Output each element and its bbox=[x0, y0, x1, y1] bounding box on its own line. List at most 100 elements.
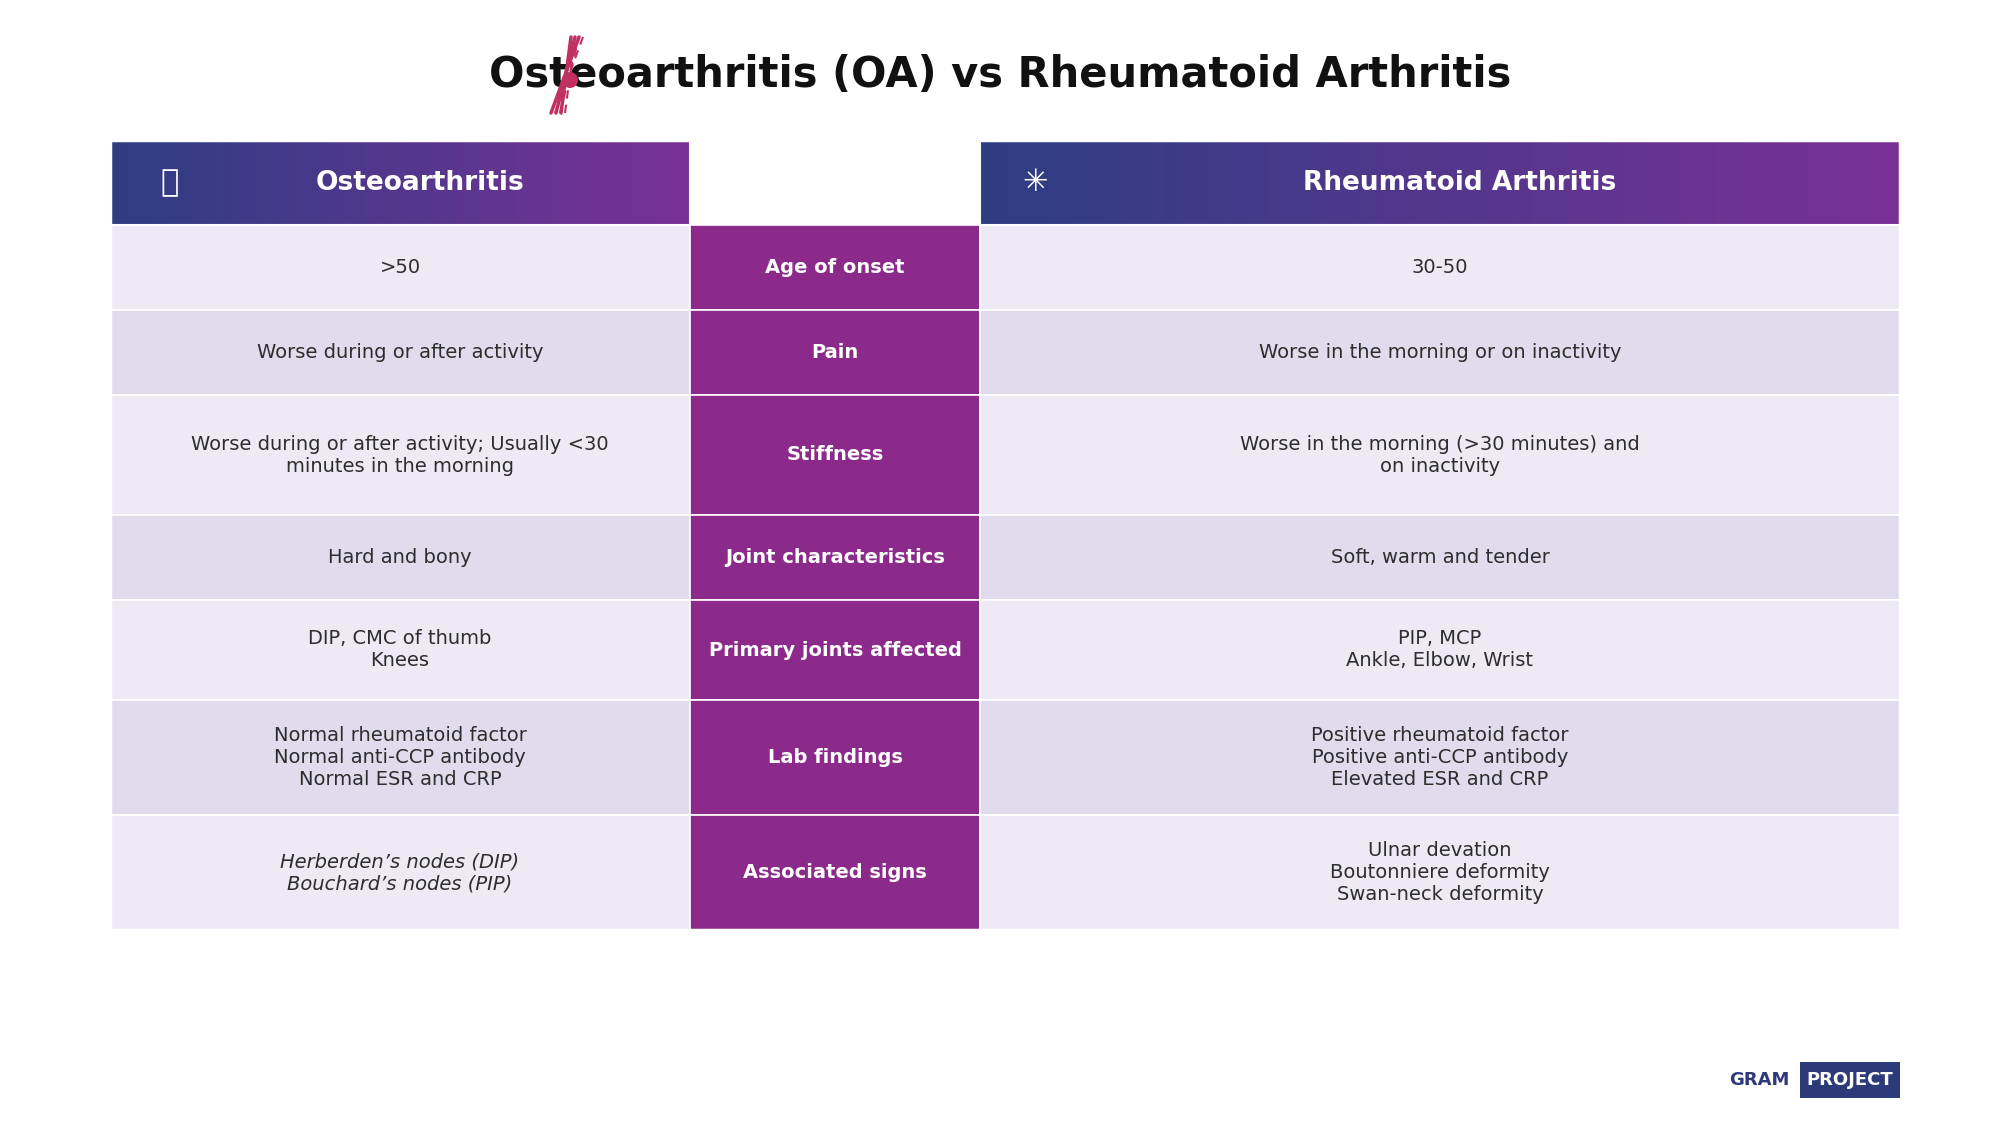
Bar bbox=[1210, 140, 1222, 225]
Bar bbox=[596, 140, 604, 225]
Bar bbox=[472, 140, 480, 225]
Bar bbox=[414, 140, 422, 225]
Bar bbox=[980, 395, 1900, 515]
Bar bbox=[1474, 140, 1486, 225]
Text: Joint characteristics: Joint characteristics bbox=[726, 548, 944, 567]
Bar bbox=[342, 140, 350, 225]
Text: Associated signs: Associated signs bbox=[744, 863, 926, 882]
Bar bbox=[1140, 140, 1152, 225]
Bar bbox=[1198, 140, 1210, 225]
Bar bbox=[524, 140, 532, 225]
Bar bbox=[560, 140, 568, 225]
Circle shape bbox=[562, 72, 578, 88]
Bar bbox=[458, 140, 466, 225]
Bar bbox=[1372, 140, 1384, 225]
Bar bbox=[1130, 140, 1142, 225]
Bar bbox=[240, 140, 248, 225]
Bar bbox=[1106, 140, 1118, 225]
Bar bbox=[1774, 140, 1786, 225]
Bar bbox=[328, 140, 336, 225]
Text: 🏃: 🏃 bbox=[160, 168, 180, 197]
Bar bbox=[110, 395, 690, 515]
Bar bbox=[168, 140, 176, 225]
Bar bbox=[1636, 140, 1648, 225]
Bar bbox=[1716, 140, 1728, 225]
Bar bbox=[1520, 140, 1532, 225]
Bar bbox=[124, 140, 132, 225]
Bar bbox=[436, 140, 444, 225]
Bar bbox=[1060, 140, 1072, 225]
Bar bbox=[320, 140, 328, 225]
Bar bbox=[980, 140, 1900, 225]
Bar bbox=[270, 140, 278, 225]
Bar bbox=[992, 140, 1004, 225]
Text: Positive rheumatoid factor
Positive anti-CCP antibody
Elevated ESR and CRP: Positive rheumatoid factor Positive anti… bbox=[1312, 726, 1568, 789]
Bar bbox=[1658, 140, 1670, 225]
Text: Worse during or after activity; Usually <30
minutes in the morning: Worse during or after activity; Usually … bbox=[192, 434, 608, 476]
Bar bbox=[1854, 140, 1866, 225]
Bar bbox=[262, 140, 270, 225]
Bar bbox=[1600, 140, 1612, 225]
Bar bbox=[1348, 140, 1360, 225]
Bar bbox=[312, 140, 320, 225]
Bar bbox=[1302, 140, 1314, 225]
Bar bbox=[1026, 140, 1038, 225]
Bar bbox=[110, 515, 690, 600]
Bar bbox=[364, 140, 372, 225]
Bar bbox=[306, 140, 314, 225]
Bar bbox=[132, 140, 140, 225]
Bar bbox=[980, 814, 1900, 930]
Bar bbox=[334, 140, 342, 225]
Bar bbox=[428, 140, 436, 225]
Bar bbox=[1692, 140, 1704, 225]
Bar bbox=[566, 140, 574, 225]
Bar bbox=[408, 140, 416, 225]
Bar bbox=[618, 140, 626, 225]
Bar bbox=[544, 140, 552, 225]
Bar bbox=[1544, 140, 1556, 225]
Bar bbox=[392, 140, 400, 225]
Bar bbox=[690, 310, 980, 395]
Bar bbox=[140, 140, 146, 225]
Bar bbox=[980, 600, 1900, 700]
Bar bbox=[1222, 140, 1234, 225]
Bar bbox=[1428, 140, 1440, 225]
Bar bbox=[480, 140, 488, 225]
Bar bbox=[646, 140, 654, 225]
Bar bbox=[444, 140, 452, 225]
Bar bbox=[1096, 140, 1108, 225]
Text: PIP, MCP
Ankle, Elbow, Wrist: PIP, MCP Ankle, Elbow, Wrist bbox=[1346, 630, 1534, 670]
Bar bbox=[1452, 140, 1464, 225]
Bar bbox=[154, 140, 162, 225]
Bar bbox=[182, 140, 190, 225]
Bar bbox=[676, 140, 684, 225]
Bar bbox=[1416, 140, 1428, 225]
Bar bbox=[212, 140, 220, 225]
Bar bbox=[400, 140, 408, 225]
Bar bbox=[1498, 140, 1510, 225]
Bar bbox=[1762, 140, 1774, 225]
Bar bbox=[1510, 140, 1522, 225]
Bar bbox=[422, 140, 430, 225]
Bar bbox=[356, 140, 364, 225]
Bar bbox=[640, 140, 648, 225]
Bar bbox=[1704, 140, 1716, 225]
Bar bbox=[176, 140, 184, 225]
Bar bbox=[1464, 140, 1476, 225]
Bar bbox=[256, 140, 262, 225]
Text: Worse during or after activity: Worse during or after activity bbox=[256, 343, 544, 362]
Text: Rheumatoid Arthritis: Rheumatoid Arthritis bbox=[1304, 170, 1616, 196]
Bar bbox=[654, 140, 662, 225]
Bar bbox=[690, 515, 980, 600]
Bar bbox=[604, 140, 610, 225]
Bar bbox=[588, 140, 596, 225]
Bar bbox=[1280, 140, 1292, 225]
Bar bbox=[538, 140, 546, 225]
Bar bbox=[372, 140, 378, 225]
Bar bbox=[582, 140, 588, 225]
Bar bbox=[690, 600, 980, 700]
Bar bbox=[110, 140, 118, 225]
Bar bbox=[1590, 140, 1602, 225]
Bar bbox=[1360, 140, 1372, 225]
Text: PROJECT: PROJECT bbox=[1806, 1071, 1894, 1089]
